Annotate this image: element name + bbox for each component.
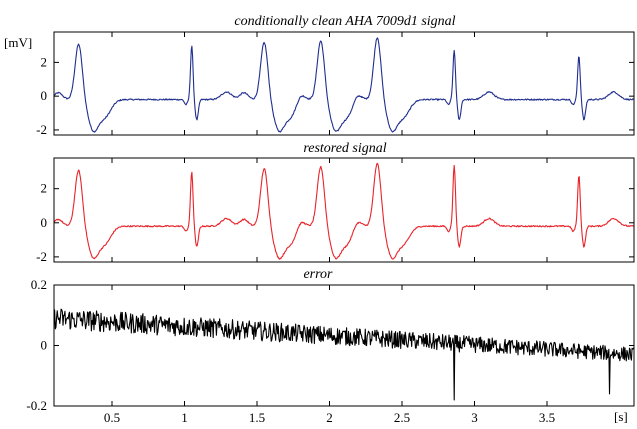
error-trace: [53, 308, 635, 401]
x-unit-label: [s]: [614, 409, 628, 424]
y-unit-label: [mV]: [4, 35, 32, 50]
panel-restored-signal: restored signal -2 0 2: [36, 141, 635, 264]
x-tick-label: 2: [326, 410, 333, 425]
y-tick-label: -2: [36, 122, 47, 137]
panel-title: restored signal: [303, 141, 386, 156]
x-tick-label: 2.5: [394, 410, 410, 425]
y-tick-label: 0: [41, 215, 48, 230]
y-tick-label: 0: [41, 88, 48, 103]
panel-clean-signal: conditionally clean AHA 7009d1 signal [m…: [4, 14, 635, 137]
y-tick-label: 2: [41, 181, 48, 196]
y-ticks: -2 0 2: [36, 158, 634, 264]
axes-box: [53, 284, 635, 407]
axes-box: [53, 157, 635, 263]
clean-signal-trace: [53, 37, 635, 133]
panel-title: error: [303, 267, 333, 282]
y-tick-label: -2: [36, 249, 47, 264]
x-tick-label: 1.5: [249, 410, 265, 425]
axes-box: [53, 31, 635, 136]
y-ticks: -2 0 2: [36, 32, 634, 137]
y-tick-label: 0.2: [31, 277, 47, 292]
y-tick-label: 2: [41, 54, 48, 69]
panel-title: conditionally clean AHA 7009d1 signal: [234, 14, 455, 29]
y-tick-label: 0: [41, 338, 48, 353]
x-ticks: 0.5 1 1.5 2 2.5 3 3.5: [104, 285, 555, 425]
x-tick-label: 0.5: [104, 410, 120, 425]
y-tick-label: -0.2: [26, 398, 47, 413]
x-tick-label: 3: [471, 410, 478, 425]
restored-signal-trace: [53, 162, 635, 260]
panel-error: error -0.2 0 0.2 0.5 1 1.5 2 2.5 3 3.5 [s]: [26, 267, 635, 425]
x-tick-label: 3.5: [539, 410, 555, 425]
x-tick-label: 1: [181, 410, 188, 425]
